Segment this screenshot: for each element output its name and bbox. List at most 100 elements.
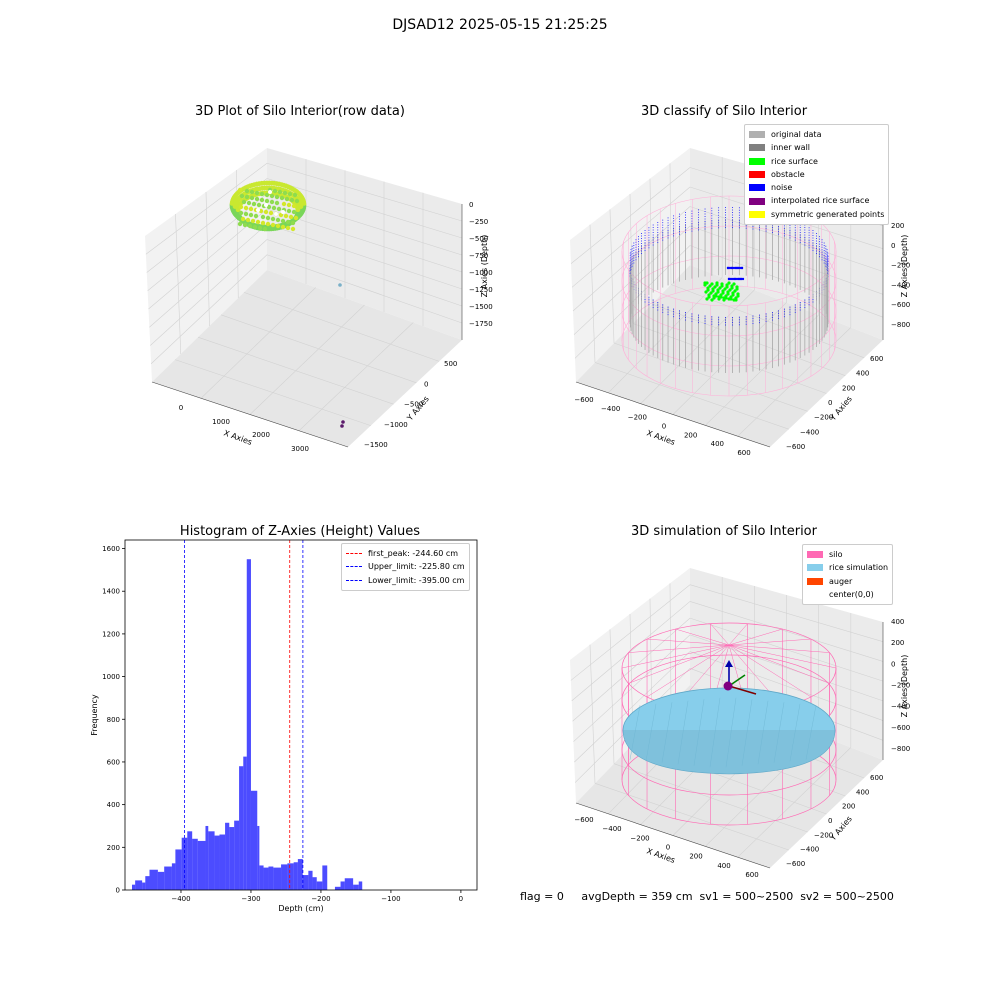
plot2-noise-point — [733, 277, 737, 281]
plot2-rice-point — [716, 290, 720, 294]
plot3-bar — [187, 831, 193, 890]
plot4-silo-roof-line — [628, 644, 730, 684]
plot1-point — [287, 191, 293, 197]
plot3-bar — [145, 876, 150, 890]
plot4-title: 3D simulation of Silo Interior — [631, 524, 817, 539]
plot2-y-tick-label: −200 — [814, 414, 833, 422]
plot4-gridline — [574, 651, 691, 763]
plot3-y-tick-label: 1000 — [102, 673, 120, 681]
legend-label: original data — [771, 130, 822, 139]
plot4-y-tick-label: −200 — [814, 831, 833, 839]
legend-entry: noise — [749, 181, 884, 194]
plot3-bar — [157, 871, 165, 890]
plot4-gridline — [570, 584, 691, 681]
plot1-point — [242, 222, 248, 228]
legend-entry: obstacle — [749, 168, 884, 181]
plot2-rice-point — [717, 297, 721, 301]
plot1-point-cloud — [229, 180, 345, 428]
plot3-title: Histogram of Z-Axies (Height) Values — [179, 524, 421, 539]
plot2-noise-point — [727, 277, 731, 281]
plot4-center-marker — [723, 681, 733, 691]
plot2-noise-point — [736, 266, 740, 270]
plot1-point — [244, 194, 250, 200]
plot3-x-tick-label: −200 — [311, 895, 330, 903]
plot2-z-axis-label: Z Axies (Depth) — [900, 235, 909, 298]
plot1-x-tick-label: 1000 — [212, 418, 230, 426]
plot1-point — [259, 197, 265, 203]
plot1-y-tick-label: −500 — [404, 401, 423, 409]
legend-entry: original data — [749, 128, 884, 141]
plot2-gridline — [651, 303, 846, 376]
plot2-rice-point — [705, 281, 709, 285]
plot3-bar — [135, 880, 143, 890]
plot4-y-tick-label: 0 — [828, 817, 832, 825]
legend-label: inner wall — [771, 143, 811, 153]
plot1-y-tick-label: 500 — [444, 360, 457, 368]
legend-entry: silo — [807, 548, 888, 561]
legend-swatch — [749, 144, 765, 152]
plot1-point — [238, 204, 244, 210]
plot2-rice-point — [708, 284, 712, 288]
plot4-gridline — [689, 601, 884, 662]
plot4-silo-roof-line — [628, 644, 730, 653]
plot1-point — [274, 194, 280, 200]
plot4-silo-roof-line — [647, 638, 730, 646]
plot2-rice-point — [728, 288, 732, 292]
plot2-rice-point — [724, 296, 728, 300]
legend-entry: rice simulation — [807, 561, 888, 574]
plot2-x-tick-label: 600 — [737, 449, 750, 457]
plot2-z-tick-label: 200 — [891, 222, 904, 230]
plot1-point — [265, 221, 271, 227]
plot1-point — [289, 197, 295, 203]
plot3-bar — [197, 840, 206, 890]
plot1-y-tick-label: −1500 — [364, 441, 388, 449]
plot1-point — [285, 225, 291, 231]
plot4-z-tick-label: −800 — [891, 745, 910, 753]
legend-label: symmetric generated points — [771, 209, 885, 219]
plot2-rice-point — [722, 298, 726, 302]
plot2-rice-point — [725, 285, 729, 289]
plot3-bar — [192, 838, 198, 890]
plot2-rice-point — [703, 283, 707, 287]
plot1-point — [260, 214, 266, 220]
plot1-gridline — [266, 239, 463, 307]
plot3-frame — [124, 539, 478, 891]
plot2-gridline — [689, 245, 884, 318]
plot2-rice-point — [731, 293, 735, 297]
plot1-z-tick-label: −250 — [469, 218, 488, 226]
plot4-legend: silo rice simulation auger center(0,0) — [802, 544, 894, 606]
plot4-gridline — [589, 644, 596, 784]
plot1-point — [264, 192, 270, 198]
plot2-z-tick-label: −600 — [891, 301, 910, 309]
plot4-x-axis — [575, 802, 771, 869]
plot2-noise-point — [732, 266, 736, 270]
plot2-y-tick-label: −400 — [800, 428, 819, 436]
plot1-point — [264, 203, 268, 207]
plot1-z-tick-label: 0 — [469, 201, 473, 209]
plot4-z-tick-label: −200 — [891, 682, 910, 690]
plot3-bar — [171, 863, 176, 890]
legend-swatch — [749, 131, 765, 139]
plot2-noise-point — [735, 277, 739, 281]
plot1-point — [241, 199, 247, 205]
plot2-rice-point — [718, 286, 722, 290]
plot4-x-tick-label: −400 — [602, 825, 621, 833]
plot3-bar — [257, 825, 260, 890]
plot3-bar — [334, 886, 341, 890]
plot3-bar — [287, 863, 294, 890]
plot2-noise-point — [728, 266, 732, 270]
plot1-point — [269, 193, 275, 199]
plot4-gridline — [572, 617, 691, 722]
legend-label: Lower_limit: -395.00 cm — [368, 575, 465, 585]
plot1-point — [279, 195, 285, 201]
plot3-bar — [340, 881, 345, 890]
plot3-x-tick-label: −100 — [381, 895, 400, 903]
plot3-bar — [225, 822, 230, 890]
plot1-point — [270, 222, 276, 228]
plot2-noise-point — [739, 277, 743, 281]
plot2-rice-point — [710, 282, 714, 286]
plot3-plot-area — [125, 540, 477, 890]
legend-entry: symmetric generated points — [749, 208, 884, 221]
legend-swatch — [346, 553, 362, 555]
plot4-y-tick-label: 600 — [870, 774, 883, 782]
